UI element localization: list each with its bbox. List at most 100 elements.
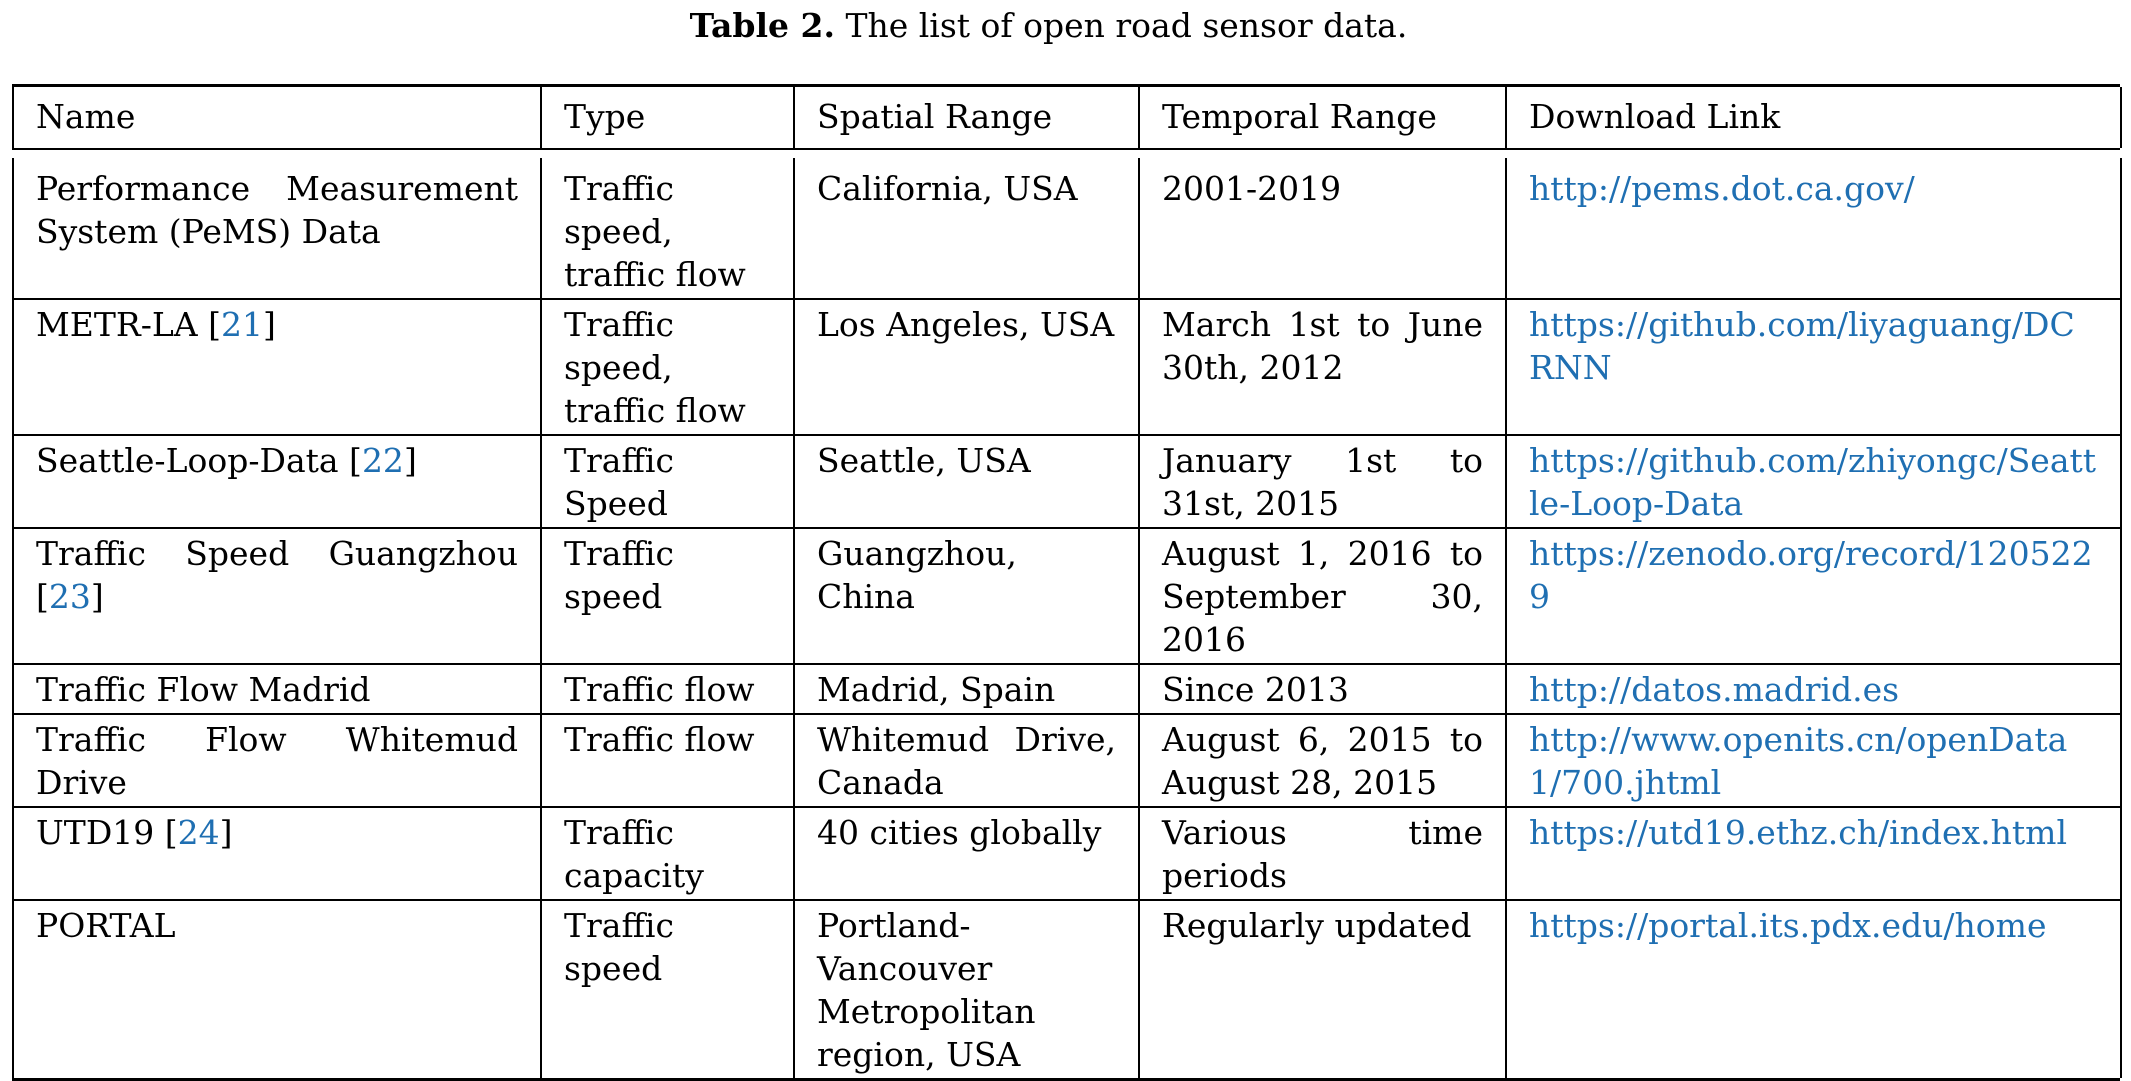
cell-type: Traffic speed [540,899,794,1078]
cell-spatial-range: Whitemud Drive, Canada [793,713,1139,807]
table-row: Performance Measurement System (PeMS) Da… [12,158,2122,299]
cell-download-link: http://www.openits.cn/openData1/700.jhtm… [1505,713,2122,807]
dataset-name: METR-LA [36,305,198,344]
spatial-range: Madrid, Spain [817,670,1056,709]
cell-spatial-range: Madrid, Spain [793,663,1139,714]
cell-temporal-range: Since 2013 [1138,663,1506,714]
caption-label: Table 2. [689,6,835,45]
spatial-range: Portland-Vancouver Metropolitan region, … [817,906,1036,1074]
table-grid: Name Type Spatial Range Temporal Range D… [12,86,2122,148]
temporal-range: 2001-2019 [1162,169,1342,208]
cell-name: Seattle-Loop-Data [22] [12,434,541,528]
table-row: PORTAL Traffic speed Portland-Vancouver … [12,899,2122,1078]
header-spatial-range: Spatial Range [793,86,1139,148]
cell-name: PORTAL [12,899,541,1078]
temporal-range: Since 2013 [1162,670,1349,709]
dataset-name: Traffic Flow Whitemud Drive [36,720,518,802]
header-type: Type [540,86,794,148]
header-name: Name [12,86,541,148]
citation-number[interactable]: 21 [221,305,264,344]
data-type: Traffic capacity [564,813,704,895]
download-link[interactable]: https://zenodo.org/record/1205229 [1529,534,2093,616]
citation: [23] [36,577,104,616]
cell-download-link: https://utd19.ethz.ch/index.html [1505,806,2122,900]
cell-temporal-range: August 6, 2015 to August 28, 2015 [1138,713,1506,807]
cell-type: Traffic flow [540,713,794,807]
top-rule [12,84,2120,87]
cell-temporal-range: January 1st to 31st, 2015 [1138,434,1506,528]
citation-number[interactable]: 23 [48,577,91,616]
dataset-name: PORTAL [36,906,176,945]
cell-name: Performance Measurement System (PeMS) Da… [12,158,541,299]
citation: [22] [338,441,417,480]
cell-spatial-range: Seattle, USA [793,434,1139,528]
download-link[interactable]: http://pems.dot.ca.gov/ [1529,169,1915,208]
download-link[interactable]: http://www.openits.cn/openData1/700.jhtm… [1529,720,2068,802]
temporal-range: August 1, 2016 to September 30, 2016 [1162,534,1483,659]
dataset-name: Traffic Speed Guangzhou [36,534,518,573]
cell-spatial-range: 40 cities globally [793,806,1139,900]
download-link[interactable]: https://github.com/liyaguang/DCRNN [1529,305,2075,387]
cell-type: Traffic speed, traffic flow [540,158,794,299]
table-row: Traffic Speed Guangzhou [23] Traffic spe… [12,527,2122,664]
sensor-data-table: Name Type Spatial Range Temporal Range D… [12,84,2122,1081]
download-link[interactable]: https://utd19.ethz.ch/index.html [1529,813,2068,852]
cell-type: Traffic capacity [540,806,794,900]
cell-spatial-range: Guangzhou, China [793,527,1139,664]
cell-temporal-range: August 1, 2016 to September 30, 2016 [1138,527,1506,664]
dataset-name: Performance Measurement System (PeMS) Da… [36,169,518,251]
cell-temporal-range: 2001-2019 [1138,158,1506,299]
citation: [21] [197,305,276,344]
cell-name: Traffic Flow Madrid [12,663,541,714]
cell-type: Traffic speed, traffic flow [540,298,794,435]
cell-download-link: http://datos.madrid.es [1505,663,2122,714]
cell-name: UTD19 [24] [12,806,541,900]
table-body: Performance Measurement System (PeMS) Da… [12,158,2122,1078]
table-row: UTD19 [24] Traffic capacity 40 cities gl… [12,806,2122,900]
spatial-range: Seattle, USA [817,441,1031,480]
data-type: Traffic flow [564,670,755,709]
data-type: Traffic speed, traffic flow [564,305,746,430]
bottom-rule [12,1078,2120,1081]
table-body-grid: Performance Measurement System (PeMS) Da… [12,158,2122,1078]
header-download-link: Download Link [1505,86,2122,148]
cell-type: Traffic Speed [540,434,794,528]
cell-download-link: https://zenodo.org/record/1205229 [1505,527,2122,664]
citation-number[interactable]: 22 [361,441,404,480]
dataset-name: UTD19 [36,813,155,852]
temporal-range: March 1st to June 30th, 2012 [1162,305,1483,387]
cell-name: Traffic Flow Whitemud Drive [12,713,541,807]
spatial-range: Guangzhou, China [817,534,1017,616]
header-rule [12,147,2120,150]
document-page: Table 2. The list of open road sensor da… [12,6,2122,1081]
cell-type: Traffic speed [540,527,794,664]
download-link[interactable]: https://portal.its.pdx.edu/home [1529,906,2047,945]
download-link[interactable]: http://datos.madrid.es [1529,670,1900,709]
cell-name: Traffic Speed Guangzhou [23] [12,527,541,664]
header-temporal-range: Temporal Range [1138,86,1506,148]
cell-temporal-range: March 1st to June 30th, 2012 [1138,298,1506,435]
data-type: Traffic speed, traffic flow [564,169,746,294]
caption-text: The list of open road sensor data. [834,6,1408,45]
data-type: Traffic speed [564,906,674,988]
spatial-range: California, USA [817,169,1078,208]
citation-number[interactable]: 24 [177,813,220,852]
cell-download-link: https://github.com/zhiyongc/Seattle-Loop… [1505,434,2122,528]
table-row: Traffic Flow Whitemud Drive Traffic flow… [12,713,2122,807]
download-link[interactable]: https://github.com/zhiyongc/Seattle-Loop… [1529,441,2097,523]
data-type: Traffic flow [564,720,755,759]
cell-name: METR-LA [21] [12,298,541,435]
cell-temporal-range: Various time periods [1138,806,1506,900]
cell-type: Traffic flow [540,663,794,714]
data-type: Traffic speed [564,534,674,616]
temporal-range: August 6, 2015 to August 28, 2015 [1162,720,1483,802]
citation: [24] [154,813,233,852]
spatial-range: Whitemud Drive, Canada [817,720,1116,802]
temporal-range: Regularly updated [1162,906,1472,945]
cell-spatial-range: Los Angeles, USA [793,298,1139,435]
spatial-range: 40 cities globally [817,813,1102,852]
table-row: Seattle-Loop-Data [22] Traffic Speed Sea… [12,434,2122,528]
temporal-range: Various time periods [1162,813,1483,895]
dataset-name: Traffic Flow Madrid [36,670,371,709]
dataset-name: Seattle-Loop-Data [36,441,339,480]
